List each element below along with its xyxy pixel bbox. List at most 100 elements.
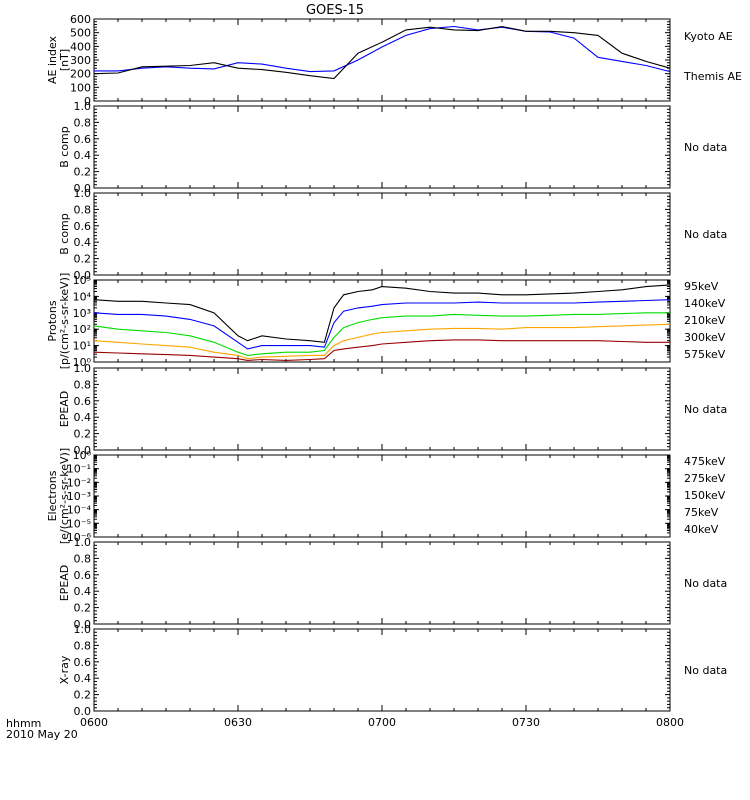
series-line	[93, 284, 671, 343]
series-line	[93, 339, 670, 361]
y-tick-label: 600	[70, 13, 91, 26]
no-data-status: No data	[684, 403, 727, 416]
legend-entry: 40keV	[684, 523, 719, 536]
no-data-status: No data	[684, 664, 727, 677]
no-data-status: No data	[684, 577, 727, 590]
series-line	[94, 25, 671, 73]
y-tick-label: 0.8	[74, 378, 92, 391]
y-axis-label: Protons	[46, 300, 59, 341]
legend-entry: 275keV	[684, 472, 726, 485]
series-line	[93, 299, 671, 350]
y-tick-label: 0.2	[74, 602, 92, 615]
y-tick-label: 10⁻³	[67, 490, 91, 503]
y-tick-label: 0.0	[74, 444, 92, 457]
y-tick-label: 0.2	[74, 253, 92, 266]
date-label: 2010 May 20	[6, 728, 78, 741]
panel-frame	[93, 105, 671, 189]
panel-frame	[93, 18, 671, 102]
legend-entry: 475keV	[684, 455, 726, 468]
y-axis-label: X-ray	[58, 655, 71, 684]
y-tick-label: 0.4	[74, 585, 92, 598]
time-axis: 0600 0630 0700 0730 0800	[80, 716, 684, 729]
y-tick-label: 1.0	[74, 536, 92, 549]
legend-entry: Kyoto AE	[684, 30, 733, 43]
time-tick-label: 0730	[512, 716, 540, 729]
time-tick-label: 0630	[224, 716, 252, 729]
y-tick-label: 300	[70, 54, 91, 67]
y-tick-label: 0.2	[74, 428, 92, 441]
y-axis-label: AE index	[46, 35, 59, 84]
time-tick-label: 0700	[368, 716, 396, 729]
y-axis-label: EPEAD	[58, 565, 71, 602]
y-tick-label: 10³	[73, 307, 91, 320]
panel-frame	[93, 367, 671, 451]
legend-entry: 300keV	[684, 331, 726, 344]
panel-protons: 10⁰ 10¹ 10² 10³ 10⁴ 10⁵ Protons [p/(cm²-s-sr-ke…	[46, 273, 726, 370]
y-tick-label: 10²	[73, 323, 91, 336]
y-tick-label: 10⁵	[73, 274, 91, 287]
y-tick-label: 10¹	[73, 340, 91, 353]
y-axis-label: EPEAD	[58, 391, 71, 428]
y-tick-label: 0.0	[74, 182, 92, 195]
series-line	[93, 25, 671, 80]
y-tick-label: 0.8	[74, 639, 92, 652]
y-tick-label: 0.0	[74, 618, 92, 631]
legend-entry: 140keV	[684, 297, 726, 310]
y-tick-label: 0.8	[74, 203, 92, 216]
y-tick-label: 0.0	[74, 269, 92, 282]
y-tick-label: 0.6	[74, 220, 92, 233]
y-tick-label: 500	[70, 27, 91, 40]
y-tick-label: 0.6	[74, 133, 92, 146]
y-tick-label: 100	[70, 81, 91, 94]
legend-entry: 95keV	[684, 280, 719, 293]
legend-entry: 575keV	[684, 348, 726, 361]
series-line	[93, 312, 670, 356]
time-unit-label: hhmm	[6, 717, 41, 730]
y-tick-label: 1.0	[74, 100, 92, 113]
y-tick-label: 0.4	[74, 411, 92, 424]
panel-bcomp1: 0.0 0.2 0.4 0.6 0.8 1.0B comp No data	[58, 100, 727, 195]
y-tick-label: 0.4	[74, 149, 92, 162]
y-tick-label: 1.0	[74, 623, 92, 636]
y-tick-label: 0.8	[74, 552, 92, 565]
y-axis-label: B comp	[58, 213, 71, 255]
legend-entry: 210keV	[684, 314, 726, 327]
y-tick-label: 0.6	[74, 656, 92, 669]
panel-bcomp2: 0.0 0.2 0.4 0.6 0.8 1.0B comp No data	[58, 187, 727, 282]
legend-entry: 75keV	[684, 506, 719, 519]
y-tick-label: 1.0	[74, 187, 92, 200]
panel-frame	[93, 192, 671, 276]
y-axis-label: B comp	[58, 126, 71, 168]
y-tick-label: 10⁰	[73, 449, 92, 462]
y-tick-label: 1.0	[74, 362, 92, 375]
y-axis-label: [p/(cm²-s-sr-keV)]	[58, 273, 71, 370]
no-data-status: No data	[684, 228, 727, 241]
panel-frame	[93, 541, 671, 625]
y-tick-label: 0	[84, 95, 91, 108]
y-tick-label: 0.2	[74, 689, 92, 702]
time-tick-label: 0600	[80, 716, 108, 729]
y-tick-label: 0.4	[74, 672, 92, 685]
y-tick-label: 200	[70, 68, 91, 81]
y-tick-label: 10⁻¹	[67, 463, 91, 476]
y-axis-label: [nT]	[58, 49, 71, 71]
y-tick-label: 10⁴	[73, 290, 92, 303]
y-tick-label: 10⁻⁵	[67, 517, 91, 530]
plot-title: GOES-15	[306, 3, 364, 18]
panel-epead1: 0.0 0.2 0.4 0.6 0.8 1.0 EPEAD No data	[58, 362, 727, 457]
panel-xray: 0.0 0.2 0.4 0.6 0.8 1.0 X-ray No data	[58, 623, 727, 718]
no-data-status: No data	[684, 141, 727, 154]
y-tick-label: 400	[70, 40, 91, 53]
legend-entry: 150keV	[684, 489, 726, 502]
y-tick-label: 0.6	[74, 569, 92, 582]
y-axis-label: Electrons	[46, 470, 59, 521]
y-tick-label: 10⁻⁴	[67, 504, 92, 517]
y-tick-label: 0.0	[74, 705, 92, 718]
panel-frame	[93, 628, 671, 712]
legend-entry: Themis AE	[683, 70, 742, 83]
y-tick-label: 0.2	[74, 166, 92, 179]
y-tick-label: 0.4	[74, 236, 92, 249]
